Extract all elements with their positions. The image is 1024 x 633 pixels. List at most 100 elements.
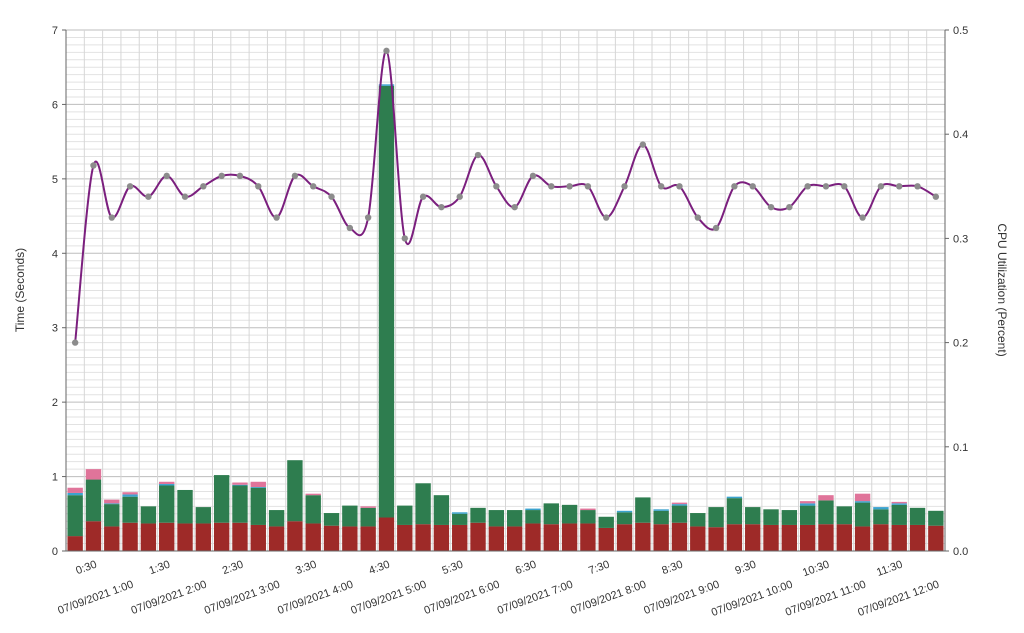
cpu-point: [822, 183, 830, 190]
bar-segment: [122, 496, 138, 523]
x-tick-label: 07/09/2021 4:00: [276, 579, 355, 617]
bar-segment: [525, 523, 541, 551]
x-tick-label: 9:30: [734, 559, 758, 578]
cpu-point: [474, 151, 482, 159]
cpu-point: [456, 193, 463, 200]
cpu-point: [383, 47, 390, 55]
bar-segment: [195, 523, 212, 551]
bar-segment: [452, 524, 468, 551]
y-tick-label: 1: [52, 472, 58, 484]
x-tick-label: 07/09/2021 5:00: [349, 579, 428, 617]
x-tick-label: 07/09/2021 9:00: [642, 579, 721, 617]
bar-segment: [360, 526, 376, 551]
bar-segment: [928, 525, 944, 551]
bar-segment: [122, 494, 138, 497]
bar-segment: [159, 485, 175, 523]
cpu-point: [786, 203, 793, 211]
grid: [65, 29, 946, 551]
bar-segment: [818, 524, 834, 551]
bar-segment: [122, 522, 138, 551]
cpu-point: [694, 214, 701, 221]
bar-segment: [561, 523, 578, 551]
x-tick-label: 07/09/2021 2:00: [130, 579, 209, 617]
bar-segment: [616, 510, 633, 513]
bar-segment: [763, 509, 779, 525]
bar-segment: [580, 508, 596, 511]
bar-segment: [470, 522, 486, 551]
y2-tick-label: 0.3: [953, 233, 968, 245]
bar-segment: [159, 522, 175, 551]
y-tick-label: 4: [52, 248, 58, 260]
bar-segment: [250, 524, 266, 551]
bar-segment: [177, 523, 193, 551]
x-tick-label: 4:30: [367, 559, 391, 578]
bar-segment: [287, 521, 303, 551]
bar-segment: [580, 523, 596, 551]
bar-segment: [506, 510, 523, 527]
bar-segment: [85, 521, 102, 551]
cpu-point: [603, 214, 610, 221]
bar-segment: [690, 513, 706, 527]
cpu-point: [181, 193, 189, 200]
bar-segment: [781, 510, 798, 525]
bar-segment: [616, 524, 633, 551]
cpu-point: [200, 183, 207, 190]
x-tick-label: 07/09/2021 1:00: [56, 579, 135, 617]
bar-segment: [67, 495, 83, 537]
bar-segment: [671, 522, 688, 551]
bar-segment: [763, 524, 779, 551]
x-tick-label: 11:30: [875, 559, 904, 579]
bar-segment: [708, 507, 724, 528]
cpu-line-group: [71, 47, 940, 346]
x-tick-label: 3:30: [294, 559, 318, 578]
y2-tick-label: 0.0: [953, 546, 968, 558]
bar-segment: [415, 483, 431, 525]
bar-segment: [616, 512, 633, 525]
cpu-point: [291, 172, 299, 180]
bar-segment: [745, 507, 761, 525]
bar-segment: [561, 504, 578, 524]
y2-tick-label: 0.4: [953, 129, 968, 141]
bar-segment: [854, 493, 871, 502]
bar-segment: [726, 498, 743, 525]
bar-segment: [378, 84, 395, 86]
bar-segment: [708, 527, 724, 551]
bar-segment: [250, 487, 266, 525]
bar-segment: [488, 526, 505, 551]
cpu-point: [914, 183, 921, 190]
cpu-point: [712, 224, 720, 232]
bar-segment: [506, 526, 523, 551]
cpu-point: [493, 183, 500, 190]
bar-segment: [342, 505, 358, 527]
bar-segment: [287, 460, 303, 522]
bar-segment: [250, 481, 266, 487]
bar-segment: [799, 503, 816, 506]
bar-segment: [85, 479, 102, 522]
bar-segment: [799, 505, 816, 525]
bar-segment: [232, 484, 248, 486]
cpu-point: [255, 183, 262, 190]
bar-segment: [854, 501, 871, 503]
bar-segment: [323, 513, 340, 526]
cpu-point: [731, 183, 738, 190]
x-tick-label: 07/09/2021 3:00: [203, 579, 282, 617]
y-tick-label: 3: [52, 323, 58, 335]
cpu-point: [145, 193, 152, 200]
bar-segment: [342, 526, 358, 551]
cpu-point: [639, 141, 647, 148]
cpu-point: [364, 214, 372, 221]
bar-segment: [452, 513, 468, 525]
bar-segment: [873, 509, 889, 525]
bar-segment: [122, 492, 138, 495]
x-tick-label: 0:30: [74, 559, 98, 578]
bar-segment: [159, 484, 175, 486]
bar-segment: [854, 526, 871, 551]
bar-segment: [378, 85, 395, 518]
cpu-point: [511, 203, 518, 211]
bar-segment: [580, 510, 596, 524]
bar-segment: [891, 524, 907, 551]
y-tick-label: 2: [52, 397, 58, 409]
cpu-point: [566, 183, 573, 190]
x-tick-label: 6:30: [514, 559, 538, 578]
